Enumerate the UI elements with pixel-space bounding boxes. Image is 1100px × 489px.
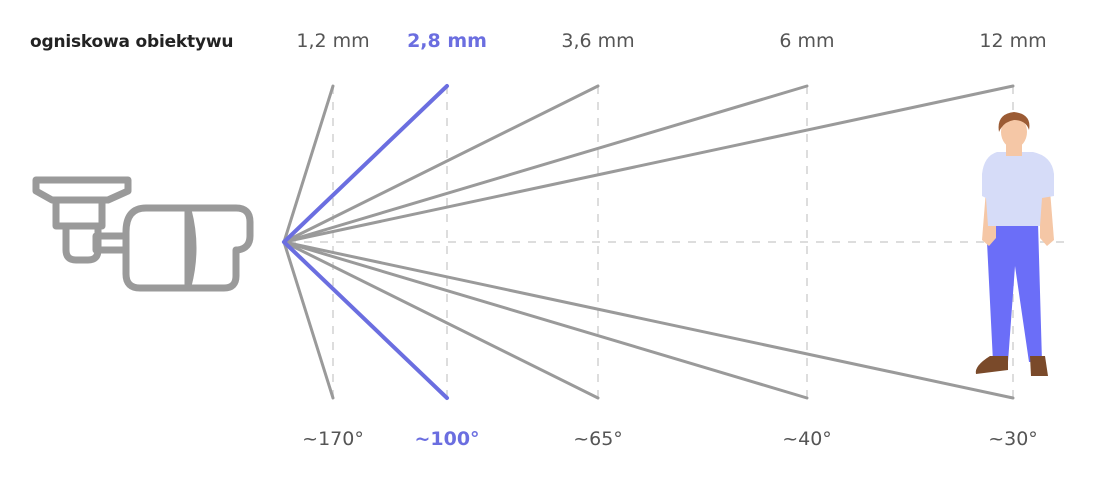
ray-lower [282,240,449,400]
ray-lower [282,240,809,400]
view-angle-label: ~170° [302,428,364,450]
focal-length-label: 6 mm [779,30,835,52]
view-angle-label: ~30° [988,428,1038,450]
ray-upper [282,84,449,244]
view-rays [282,84,1015,400]
camera-icon [32,176,254,292]
page-title: ogniskowa obiektywu [30,32,234,52]
ray-lower [282,240,335,400]
focal-length-label: 2,8 mm [407,30,487,52]
ray-upper [282,84,1015,244]
ray-upper [282,84,600,244]
person-icon [975,112,1054,376]
view-angle-label: ~100° [414,428,480,450]
ray-lower [282,240,600,400]
ray-lower [282,240,1015,400]
focal-length-label: 12 mm [979,30,1047,52]
ray-upper [282,84,809,244]
view-angle-label: ~65° [573,428,623,450]
ray-upper [282,84,335,244]
focal-length-label: 3,6 mm [561,30,635,52]
view-angle-label: ~40° [782,428,832,450]
focal-length-label: 1,2 mm [296,30,370,52]
